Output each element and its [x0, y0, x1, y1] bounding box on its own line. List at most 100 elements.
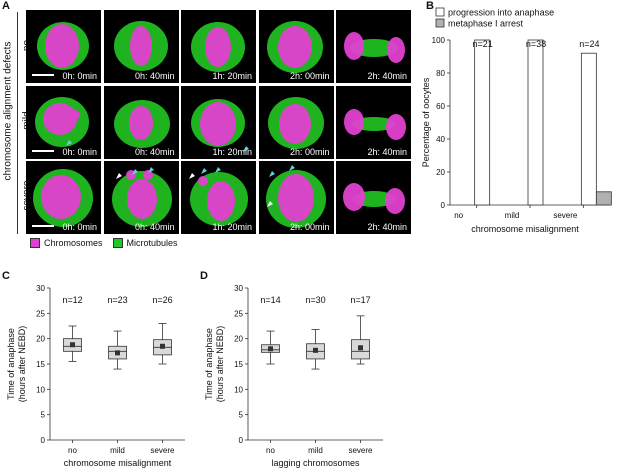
microtubules-swatch: [112, 238, 123, 248]
n-annotation: n=30: [305, 295, 325, 305]
y-axis-title-line1: Time of anaphase: [204, 328, 214, 400]
n-annotation: n=26: [152, 295, 172, 305]
y-tick-label: 0: [239, 436, 244, 445]
micrograph-cell: 2h: 00min: [258, 161, 334, 234]
y-axis-title-b: Percentage of oocytes: [421, 77, 431, 167]
y-tick-label: 5: [239, 411, 244, 420]
chromosome-shape: [70, 109, 80, 120]
scale-bar: [32, 149, 54, 152]
arrowhead-icon: [243, 145, 249, 152]
x-tick-label: mild: [110, 446, 125, 455]
mean-marker: [358, 345, 363, 351]
chromosome-shape: [45, 24, 79, 68]
y-tick-label: 0: [41, 436, 46, 445]
chromosome-shape: [205, 27, 231, 67]
mean-marker: [268, 346, 273, 352]
y-tick-label-b: 20: [436, 168, 445, 177]
chromosome-shape: [344, 108, 364, 135]
chromosome-shape: [128, 105, 153, 140]
chromosome-shape: [142, 170, 153, 180]
y-tick-label-b: 60: [436, 102, 445, 111]
chromosome-shape: [207, 181, 235, 221]
arrowhead-icon: [215, 167, 221, 173]
chromosome-shape: [343, 183, 365, 211]
legend-swatch-b: [435, 18, 445, 28]
micrograph-cell: 0h: 0min: [26, 161, 101, 234]
y-tick-label-b: 80: [436, 69, 445, 78]
chromosome-shape: [41, 175, 81, 219]
y-tick-label: 15: [36, 360, 45, 369]
x-axis-title-b: chromosome misalignment: [471, 224, 579, 234]
x-tick-label: no: [68, 446, 77, 455]
micrograph-cell: 0h: 40min: [103, 10, 179, 83]
timestamp-label: 2h: 40min: [367, 222, 407, 232]
n-annotation: n=23: [107, 295, 127, 305]
arrowhead-icon: [115, 173, 122, 179]
micrograph-cell: 1h: 20min: [181, 10, 256, 83]
arrowhead-icon: [288, 165, 295, 171]
mean-marker: [70, 342, 75, 348]
x-tick-label: mild: [308, 446, 323, 455]
legend-microtubules: Microtubules: [126, 238, 178, 248]
micrograph-cell: 2h: 40min: [336, 161, 411, 234]
timestamp-label: 0h: 0min: [62, 222, 97, 232]
n-annotation: n=17: [350, 295, 370, 305]
chromosome-shape: [278, 103, 311, 144]
y-axis-title-line2: (hours after NEBD): [17, 326, 27, 403]
legend-chromosomes: Chromosomes: [44, 238, 103, 248]
chromosome-shape: [129, 26, 152, 66]
n-annotation-b: n=24: [579, 39, 599, 49]
chromosome-shape: [43, 102, 77, 135]
n-annotation: n=12: [62, 295, 82, 305]
x-tick-label: no: [266, 446, 275, 455]
n-annotation: n=14: [260, 295, 280, 305]
y-tick-label: 30: [36, 284, 45, 293]
timestamp-label: 2h: 00min: [289, 222, 330, 232]
timestamp-label: 2h: 00min: [289, 146, 330, 157]
bar: [527, 39, 544, 206]
x-axis-title: chromosome misalignment: [64, 458, 172, 468]
chromosomes-swatch: [30, 238, 40, 248]
mean-marker: [313, 347, 318, 353]
x-tick-label-b: no: [454, 211, 463, 220]
chart-d: 0 5 10 15 20 25 30 no n=14 mild n=30 severe n=17 lagg…: [204, 284, 383, 468]
bar: [580, 52, 597, 206]
chromosome-shape: [277, 26, 312, 68]
legend-label-b: progression into anaphase: [448, 8, 554, 18]
timestamp-label: 0h: 0min: [62, 71, 97, 81]
scale-bar: [32, 225, 54, 227]
y-tick-label-b: 0: [441, 201, 446, 210]
y-tick-label: 25: [234, 309, 243, 318]
timestamp-label: 2h: 40min: [367, 146, 407, 157]
scale-bar: [32, 74, 54, 76]
y-tick-label: 10: [36, 385, 45, 394]
micrograph-cell: 2h: 40min: [336, 85, 411, 159]
y-tick-label: 20: [36, 335, 45, 344]
x-axis-title: lagging chromosomes: [271, 458, 360, 468]
micrograph-cell: 2h: 00min: [258, 10, 334, 83]
arrowhead-icon: [66, 139, 72, 146]
x-tick-label-b: mild: [505, 211, 520, 220]
micrograph-cell: 1h: 20min: [181, 85, 256, 159]
timestamp-label: 2h: 00min: [289, 71, 330, 81]
chromosome-shape: [387, 37, 405, 63]
y-tick-label: 15: [234, 360, 243, 369]
micrograph-cell: 0h: 0min: [26, 85, 101, 159]
bar: [474, 39, 491, 206]
timestamp-label: 0h: 40min: [134, 71, 175, 81]
y-tick-label: 20: [234, 335, 243, 344]
group-bracket: [17, 12, 18, 234]
mean-marker: [160, 343, 165, 349]
arrowhead-icon: [147, 167, 154, 173]
timestamp-label: 1h: 20min: [212, 71, 252, 81]
y-axis-title-line1: Time of anaphase: [6, 328, 16, 400]
chromosome-shape: [126, 179, 157, 219]
arrowhead-icon: [131, 169, 138, 175]
micrograph-cell: 2h: 40min: [336, 10, 411, 83]
y-tick-label-b: 40: [436, 135, 445, 144]
x-tick-label-b: severe: [553, 211, 578, 220]
bar: [595, 191, 612, 206]
chart-c: 0 5 10 15 20 25 30 no n=12 mild n=23 severe n=26 chro…: [6, 284, 185, 468]
alignment-defects-label: chromosome alignment defects: [2, 41, 14, 181]
